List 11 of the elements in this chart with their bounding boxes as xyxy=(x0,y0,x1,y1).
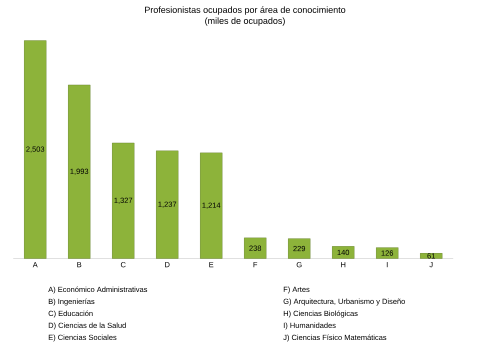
bar xyxy=(288,238,310,259)
bar xyxy=(200,152,222,259)
bar xyxy=(420,253,442,259)
bar xyxy=(156,150,178,259)
bar xyxy=(244,238,266,259)
chart-title: Profesionistas ocupados por área de conocimiento (miles de ocupados) xyxy=(145,6,346,26)
bar xyxy=(376,247,398,259)
bar xyxy=(112,142,134,259)
bar xyxy=(332,246,354,259)
bar xyxy=(68,84,90,259)
bar xyxy=(24,40,46,259)
